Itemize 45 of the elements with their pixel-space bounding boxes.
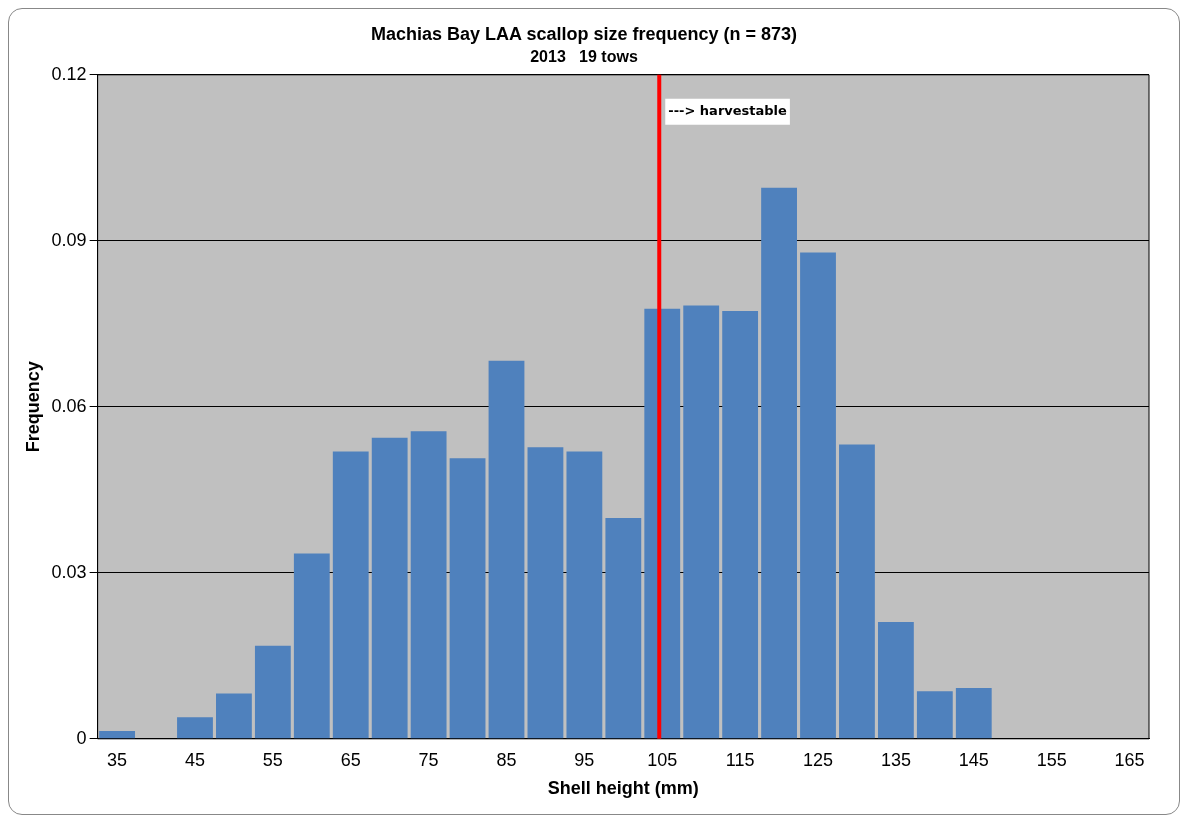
x-tick-label: 165	[1114, 749, 1145, 770]
chart-title: Machias Bay LAA scallop size frequency (n = 873)	[371, 23, 797, 44]
bar	[332, 451, 369, 739]
bar	[293, 553, 330, 739]
bar	[99, 731, 136, 739]
bar	[449, 458, 486, 739]
bar	[761, 187, 797, 739]
bar	[254, 645, 291, 739]
bar	[800, 252, 836, 739]
bar	[177, 717, 213, 739]
y-tick-label: 0.12	[51, 63, 87, 84]
bar	[410, 431, 447, 739]
x-tick-label: 65	[340, 749, 361, 770]
bar	[488, 360, 525, 739]
bar	[839, 444, 875, 739]
x-tick-label: 45	[184, 749, 205, 770]
bar	[216, 693, 252, 739]
x-tick-label: 135	[880, 749, 911, 770]
bar	[916, 691, 953, 739]
bar	[683, 305, 720, 739]
bar	[955, 687, 992, 739]
bar	[527, 447, 564, 739]
bar	[722, 311, 759, 739]
bar	[877, 622, 914, 739]
x-tick-label: 75	[418, 749, 439, 770]
y-tick-label: 0.06	[51, 395, 87, 416]
x-tick-label: 125	[802, 749, 834, 770]
y-tick-label: 0	[76, 727, 87, 748]
x-tick-label: 145	[958, 749, 989, 770]
ref-line-label: ---> harvestable	[668, 103, 788, 119]
x-tick-label: 85	[496, 749, 517, 770]
chart-subtitle: 2013 19 tows	[530, 47, 638, 65]
y-tick-label: 0.03	[51, 561, 87, 582]
y-axis-title: Frequency	[22, 361, 43, 453]
x-tick-label: 55	[262, 749, 283, 770]
x-tick-label: 115	[725, 749, 755, 770]
x-axis-title: Shell height (mm)	[547, 778, 699, 799]
x-tick-label: 105	[647, 749, 678, 770]
x-tick-label: 95	[574, 749, 595, 770]
x-tick-label: 35	[107, 749, 128, 770]
x-tick-label: 155	[1036, 749, 1067, 770]
bar	[371, 437, 408, 739]
bar	[566, 451, 603, 739]
y-tick-label: 0.09	[51, 229, 87, 250]
bar	[605, 518, 642, 739]
